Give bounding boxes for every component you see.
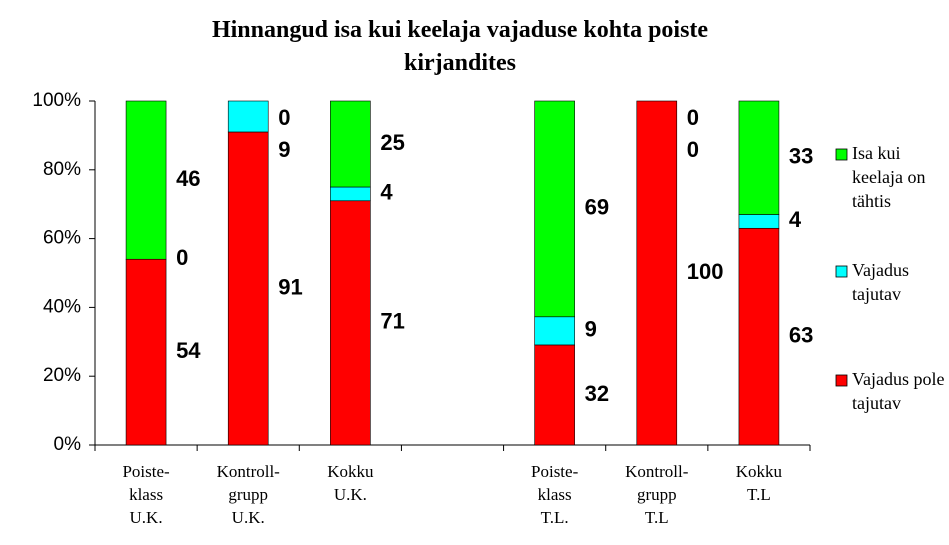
y-tick-label: 100% (32, 90, 81, 111)
bar-segment (534, 344, 575, 446)
value-label: 4 (380, 180, 393, 205)
bar-segment (738, 214, 780, 229)
legend-swatch (835, 265, 848, 278)
x-tick-label-line: Kontroll- (217, 462, 281, 481)
x-tick-label-line: U.K. (334, 485, 367, 504)
bar-segment (227, 100, 269, 133)
bar-segment (534, 316, 575, 346)
value-label: 91 (278, 274, 302, 299)
x-tick-label-line: U.K. (130, 508, 163, 527)
bar-segment (636, 100, 678, 446)
x-tick-label-line: grupp (637, 485, 677, 504)
x-tick-label-line: T.L (645, 508, 669, 527)
bar-segment (738, 227, 780, 446)
value-label: 0 (687, 137, 699, 162)
bar-segment (125, 100, 167, 260)
bar-segment (534, 100, 575, 318)
value-label: 0 (278, 105, 290, 130)
value-label: 32 (585, 381, 609, 406)
legend-swatch (835, 374, 848, 387)
bar-segment (330, 100, 371, 188)
value-label: 33 (789, 144, 813, 169)
value-label: 69 (585, 195, 609, 220)
value-label: 71 (380, 309, 404, 334)
value-label: 4 (789, 207, 802, 232)
y-tick-label: 20% (43, 365, 81, 386)
x-tick-label-line: T.L (747, 485, 771, 504)
legend-label: Vajadus tajutav (852, 260, 909, 304)
y-tick-label: 60% (43, 228, 81, 249)
value-label: 63 (789, 322, 813, 347)
x-tick-label-line: Poiste- (531, 462, 579, 481)
bar-segment (227, 131, 269, 446)
x-tick-label: Poiste-klass U.K. (122, 462, 170, 527)
value-label: 54 (176, 338, 201, 363)
bar-segment (125, 258, 167, 446)
y-tick-label: 80% (43, 159, 81, 180)
value-label: 25 (380, 130, 404, 155)
bar-segment (330, 186, 371, 202)
x-tick-label: Kokku T.L (736, 462, 783, 504)
chart-title: Hinnangud isa kui keelaja vajaduse kohta… (211, 17, 709, 76)
x-tick-label: Poiste-klass T.L. (531, 462, 579, 527)
value-label: 0 (687, 105, 699, 130)
x-tick-label: Kokku U.K. (327, 462, 374, 504)
y-tick-label: 40% (43, 296, 81, 317)
legend-label: Vajadus pole tajutav (852, 369, 945, 413)
bar-segment (330, 200, 371, 446)
x-tick-label-line: U.K. (232, 508, 265, 527)
x-tick-label: Kontroll-grupp T.L (625, 462, 689, 527)
x-tick-label-line: klass (538, 485, 572, 504)
value-label: 0 (176, 245, 188, 270)
x-tick-label-line: T.L. (541, 508, 569, 527)
x-tick-label: Kontroll-grupp U.K. (217, 462, 281, 527)
x-tick-label-line: Kokku (327, 462, 374, 481)
x-tick-label-line: klass (129, 485, 163, 504)
x-tick-label-line: grupp (228, 485, 268, 504)
legend-label: Isa kui keelaja on tähtis (852, 143, 926, 211)
x-tick-label-line: Kontroll- (625, 462, 689, 481)
x-tick-label-line: Poiste- (122, 462, 170, 481)
x-tick-label-line: Kokku (736, 462, 783, 481)
value-label: 9 (585, 317, 597, 342)
y-tick-label: 0% (54, 434, 82, 455)
value-label: 46 (176, 166, 200, 191)
legend-swatch (835, 148, 848, 161)
value-label: 9 (278, 137, 290, 162)
value-label: 100 (687, 259, 724, 284)
bar-segment (738, 100, 780, 215)
